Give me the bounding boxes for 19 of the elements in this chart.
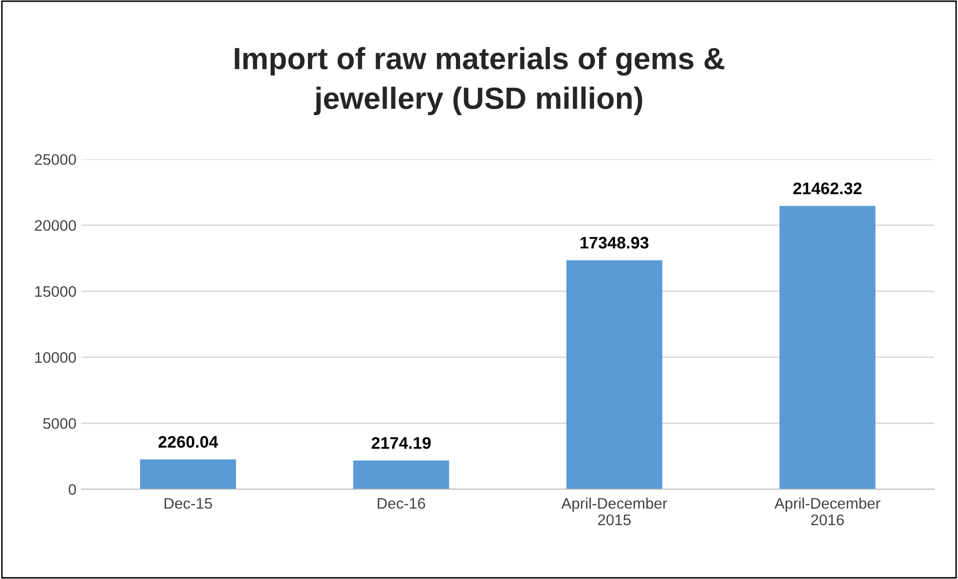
- data-label: 2260.04: [158, 436, 218, 448]
- x-tick-label: Dec-15: [164, 498, 212, 509]
- chart-title: Import of raw materials of gems & jewellery (USD million): [234, 46, 724, 116]
- bar: [140, 459, 236, 490]
- bar: [353, 460, 450, 490]
- bar: [780, 206, 876, 490]
- y-tick-label: 20000: [34, 220, 76, 231]
- data-label: 17348.93: [580, 236, 648, 249]
- x-tick-label: April-December 2015: [561, 498, 668, 526]
- y-tick-label: 25000: [34, 154, 76, 165]
- data-label: 21462.32: [793, 182, 862, 194]
- y-tick-label: 10000: [35, 352, 76, 363]
- data-label: 2174.19: [372, 437, 431, 449]
- x-tick-label: April-December 2016: [774, 498, 880, 526]
- y-tick-label: 15000: [35, 286, 76, 297]
- bar: [566, 260, 662, 490]
- x-tick-label: Dec-16: [378, 498, 426, 509]
- y-tick-label: 5000: [43, 418, 76, 429]
- y-tick-label: 0: [68, 484, 76, 495]
